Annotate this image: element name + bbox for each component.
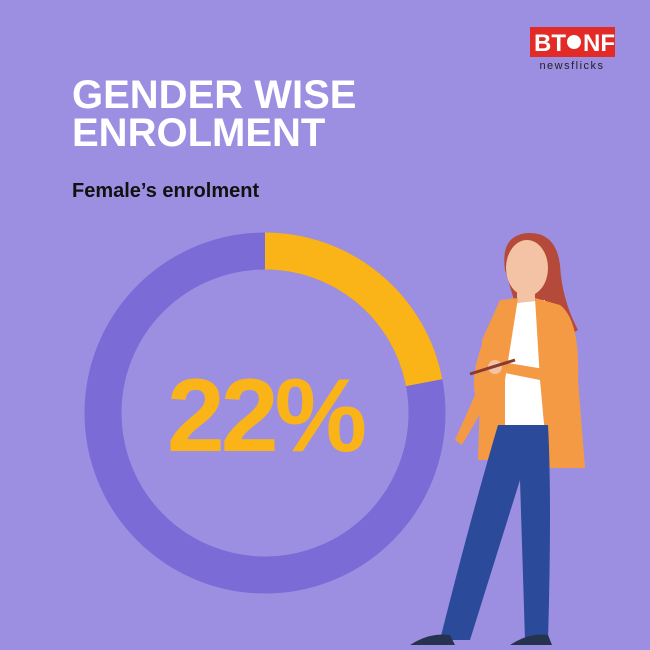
pen xyxy=(469,358,516,376)
value-label: 22% xyxy=(167,358,365,474)
face xyxy=(506,240,548,296)
donut-segment xyxy=(264,232,443,387)
logo-left: BT xyxy=(534,30,566,57)
title-line: ENROLMENT xyxy=(72,111,325,155)
logo-tagline: newsflicks xyxy=(539,60,604,72)
logo: BT NF newsflicks xyxy=(530,27,615,72)
title-line: GENDER WISE xyxy=(72,73,356,117)
arm-left xyxy=(455,330,488,445)
logo-dot xyxy=(567,35,581,49)
shoe xyxy=(410,634,455,645)
subtitle: Female’s enrolment xyxy=(72,180,259,202)
trousers xyxy=(440,425,550,640)
arm-right xyxy=(500,315,569,385)
shoe xyxy=(510,634,552,645)
donut-chart: 22% xyxy=(84,232,446,594)
woman-illustration xyxy=(410,232,585,645)
logo-right: NF xyxy=(583,30,615,57)
